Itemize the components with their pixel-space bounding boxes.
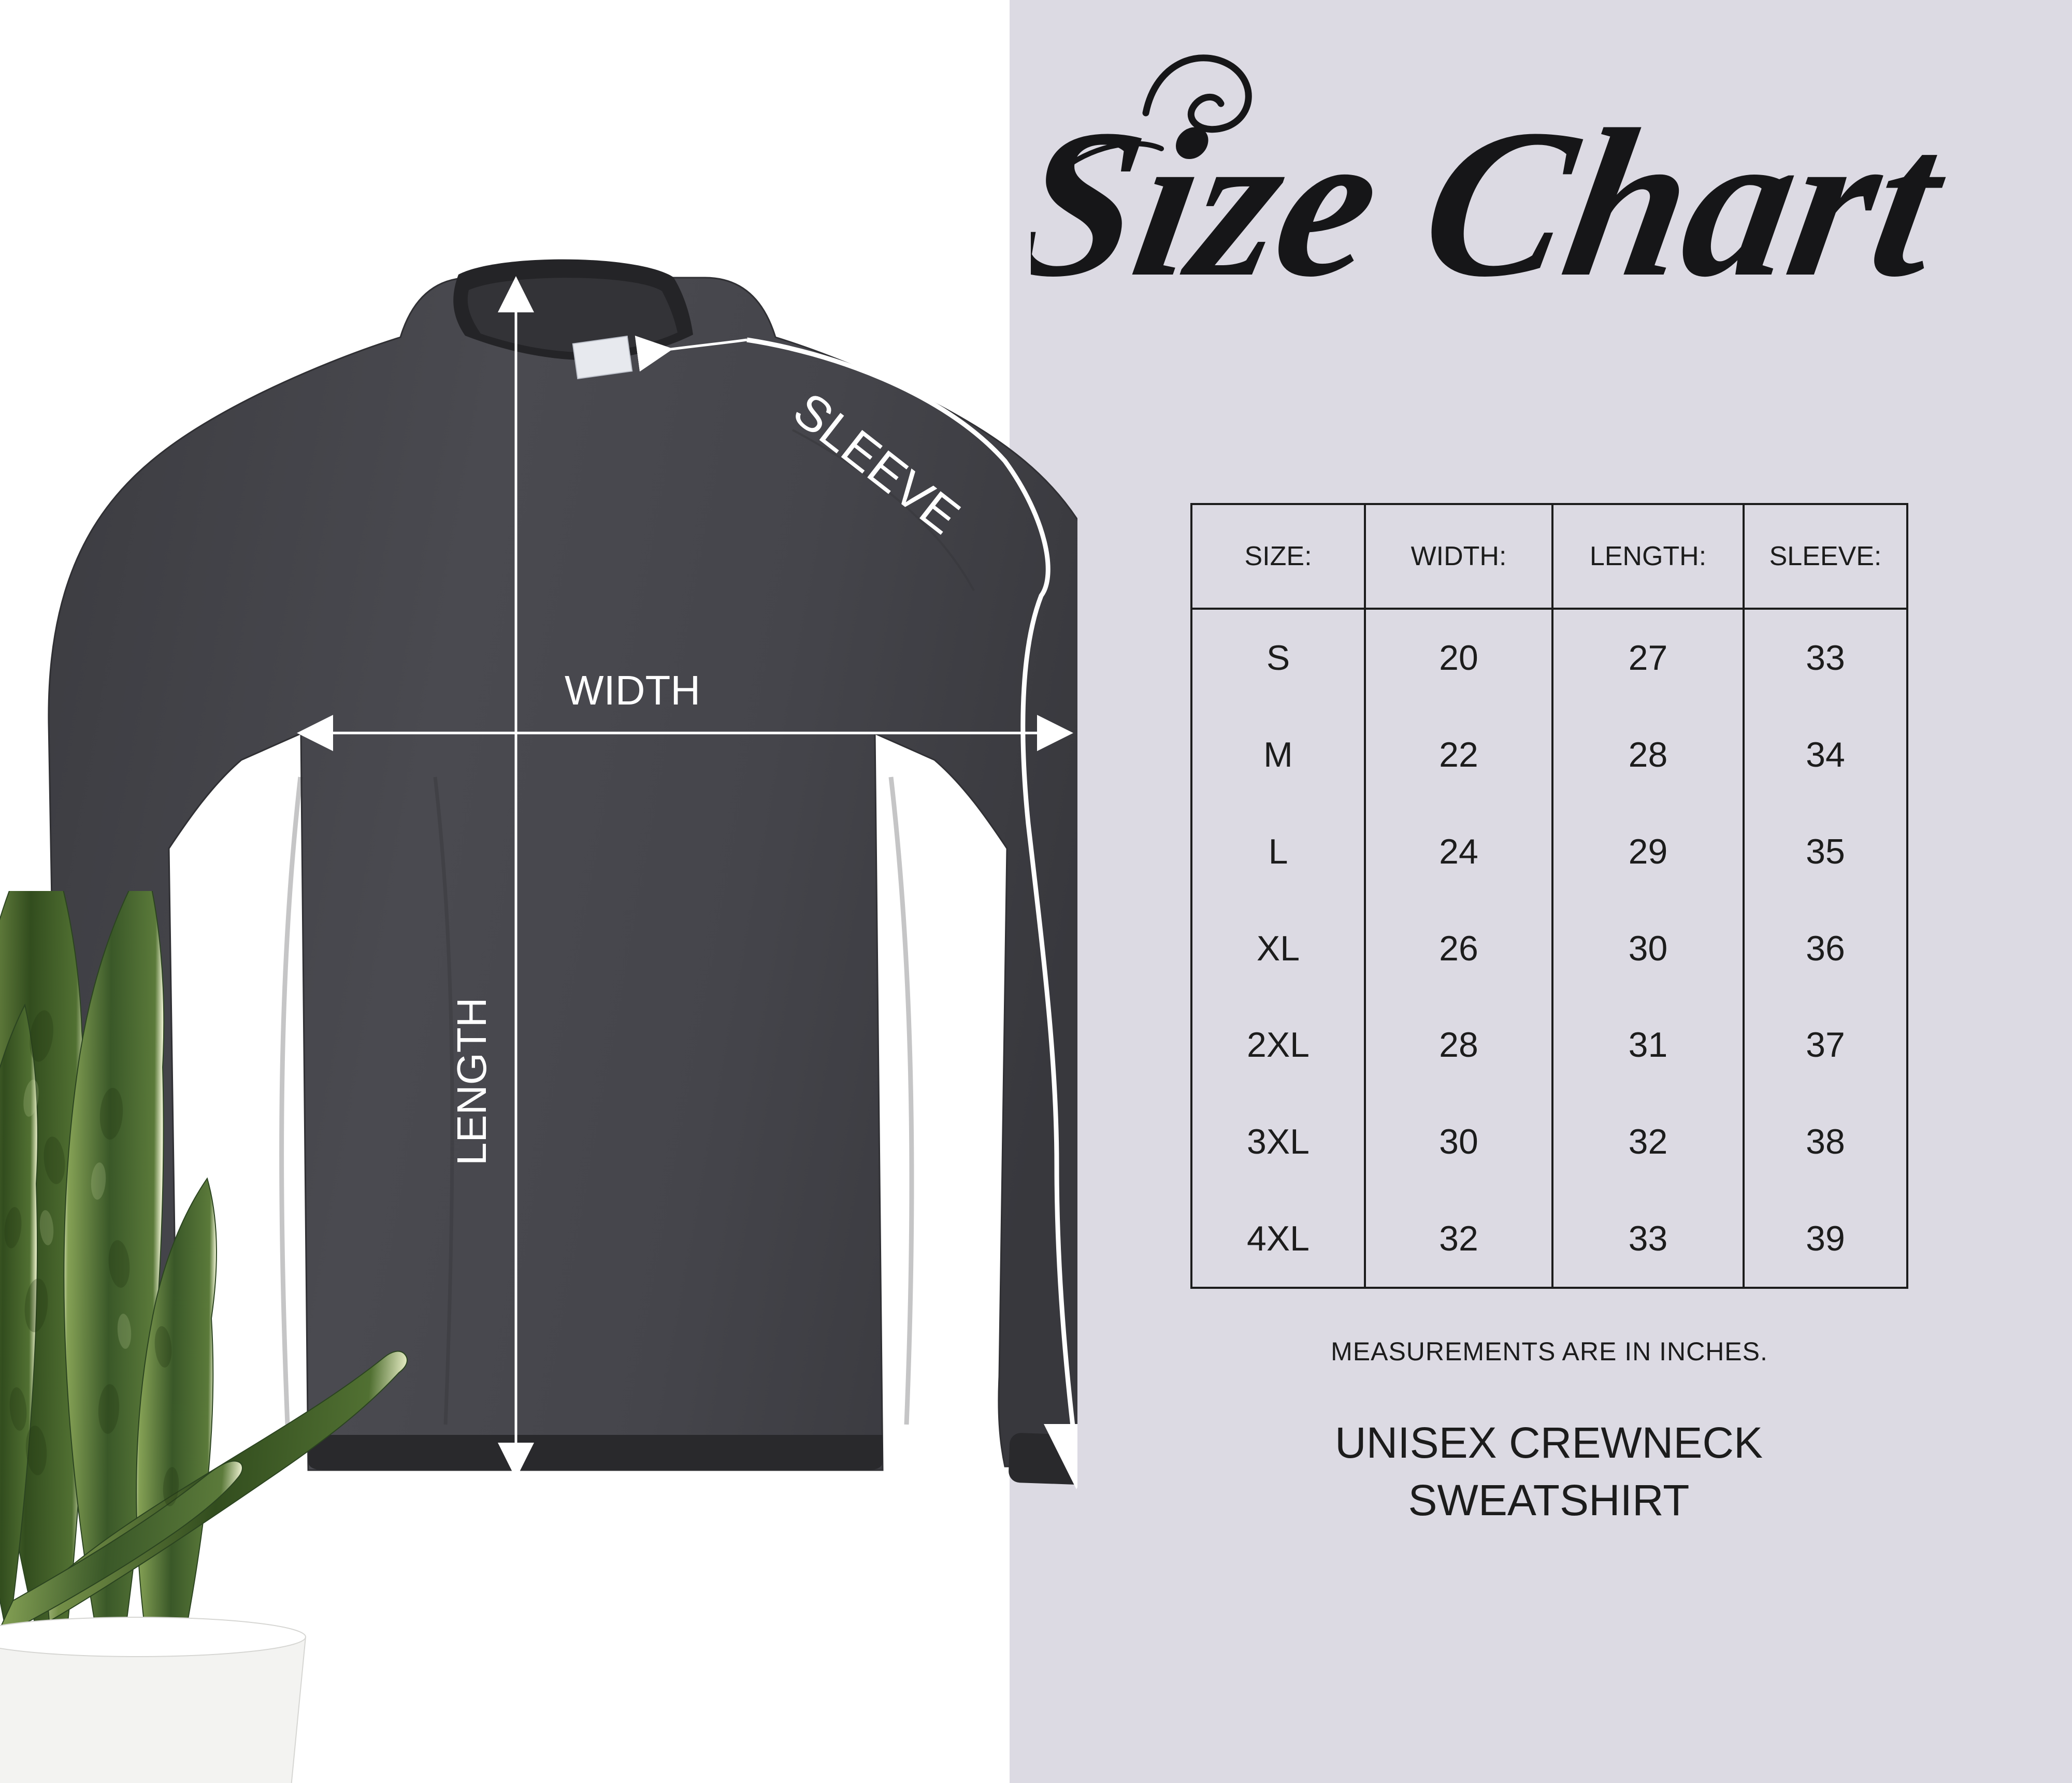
svg-text:SLEEVE: SLEEVE <box>783 382 970 544</box>
svg-text:Size Chart: Size Chart <box>1031 86 1964 321</box>
svg-text:WIDTH: WIDTH <box>565 667 700 713</box>
